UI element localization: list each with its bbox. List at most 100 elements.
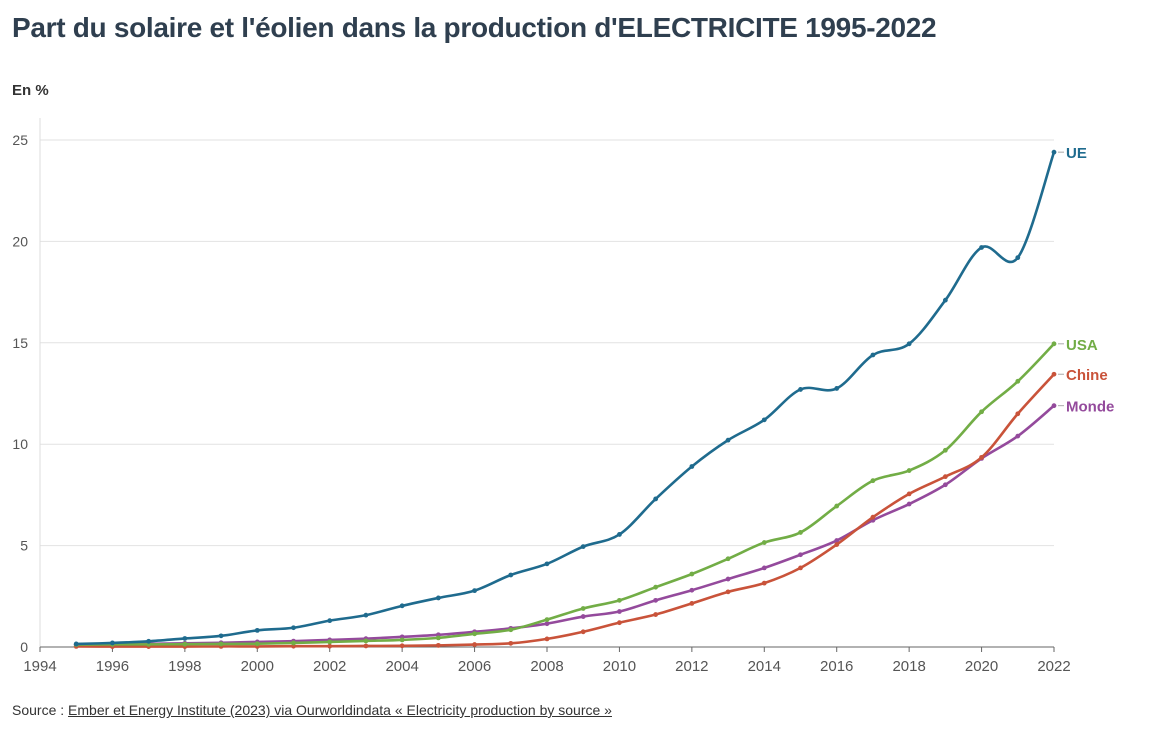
- series-label-ue: UE: [1066, 145, 1087, 162]
- x-tick-label: 2002: [313, 658, 346, 675]
- data-point-chine: [870, 514, 876, 520]
- data-point-ue: [508, 572, 514, 578]
- data-point-usa: [617, 597, 622, 603]
- series-labels: UE USA Chine Monde: [1058, 145, 1114, 416]
- data-point-chine: [653, 612, 659, 617]
- data-point-usa: [906, 468, 912, 473]
- x-tick-label: 2000: [241, 658, 274, 675]
- data-point-chine: [725, 589, 731, 595]
- data-point-ue: [399, 603, 405, 609]
- y-tick-label: 25: [12, 132, 28, 148]
- data-point-ue: [472, 588, 477, 594]
- data-point-usa: [363, 638, 369, 644]
- data-point-monde: [798, 552, 803, 558]
- data-point-chine: [1015, 411, 1021, 417]
- data-point-ue: [110, 640, 115, 646]
- x-tick-label: 2018: [892, 658, 925, 675]
- data-point-monde: [617, 609, 622, 614]
- data-point-usa: [508, 627, 514, 633]
- data-point-usa: [544, 617, 550, 623]
- data-point-usa: [653, 584, 659, 590]
- series-label-usa: USA: [1066, 337, 1098, 354]
- data-point-chine: [508, 640, 514, 646]
- data-point-chine: [327, 643, 333, 649]
- data-point-ue: [327, 618, 333, 624]
- y-tick-label: 10: [12, 436, 28, 452]
- data-point-monde: [761, 565, 767, 571]
- data-point-ue: [363, 612, 369, 618]
- data-point-ue: [725, 437, 731, 443]
- data-point-usa: [689, 571, 695, 577]
- data-point-ue: [870, 352, 876, 358]
- data-point-usa: [580, 606, 586, 611]
- data-point-ue: [580, 544, 586, 550]
- series-line-chine: [74, 372, 1056, 648]
- series-line-ue: [74, 150, 1056, 646]
- data-point-chine: [472, 642, 477, 647]
- data-point-ue: [761, 417, 767, 423]
- data-point-ue: [798, 387, 803, 392]
- data-point-usa: [291, 640, 296, 646]
- data-point-chine: [435, 642, 441, 648]
- data-point-monde: [942, 482, 948, 488]
- data-point-monde: [544, 621, 550, 627]
- data-point-chine: [798, 565, 803, 571]
- series-line-monde: [74, 404, 1056, 646]
- x-tick-label: 2004: [385, 658, 418, 675]
- data-point-usa: [182, 641, 188, 647]
- data-point-usa: [761, 540, 767, 545]
- data-point-usa: [472, 631, 477, 637]
- y-tick-label: 20: [12, 233, 28, 249]
- data-point-usa: [399, 637, 405, 643]
- data-point-ue: [906, 341, 912, 347]
- data-point-ue: [544, 561, 550, 567]
- data-point-chine: [761, 580, 767, 586]
- data-point-ue: [1015, 255, 1021, 261]
- data-point-usa: [1015, 378, 1021, 384]
- data-point-usa: [435, 635, 441, 641]
- grid-lines: [39, 118, 1054, 647]
- x-tick-label: 1994: [23, 658, 56, 675]
- data-point-chine: [544, 636, 550, 642]
- line-chart: 0 5 10 15 20 25 1994 1996 1998 2000 2002 2004 2006 2…: [12, 118, 1114, 675]
- data-point-chine: [1051, 371, 1057, 377]
- data-point-ue: [653, 496, 659, 502]
- y-tick-label: 5: [20, 538, 28, 554]
- data-point-ue: [254, 627, 260, 633]
- x-tick-label: 2014: [748, 658, 781, 675]
- data-point-ue: [834, 386, 840, 391]
- data-point-ue: [689, 464, 695, 469]
- series-label-monde: Monde: [1066, 399, 1114, 416]
- data-point-usa: [327, 639, 333, 645]
- chart-title: Part du solaire et l'éolien dans la prod…: [12, 12, 937, 43]
- data-point-usa: [834, 503, 840, 509]
- data-point-usa: [218, 641, 224, 647]
- data-point-monde: [906, 501, 912, 507]
- source-note: Source : Ember et Energy Institute (2023…: [12, 702, 612, 718]
- data-point-ue: [979, 245, 984, 250]
- x-tick-label: 2022: [1037, 658, 1070, 675]
- data-point-monde: [834, 538, 840, 543]
- y-tick-label: 0: [20, 639, 28, 655]
- data-point-monde: [653, 597, 659, 603]
- data-point-monde: [580, 614, 586, 619]
- data-point-ue: [218, 633, 224, 639]
- data-point-ue: [182, 636, 188, 641]
- data-point-ue: [942, 297, 948, 303]
- data-point-ue: [291, 625, 296, 631]
- x-tick-label: 2008: [530, 658, 563, 675]
- series-lines: [73, 149, 1057, 649]
- data-point-ue: [435, 595, 441, 601]
- source-prefix: Source :: [12, 702, 65, 718]
- data-point-chine: [689, 600, 695, 606]
- x-tick-label: 2010: [603, 658, 636, 675]
- series-label-chine: Chine: [1066, 367, 1108, 384]
- data-point-chine: [979, 454, 984, 460]
- data-point-monde: [725, 576, 731, 582]
- data-point-ue: [73, 641, 79, 647]
- data-point-usa: [254, 641, 260, 647]
- data-point-ue: [617, 532, 622, 537]
- data-point-chine: [617, 620, 622, 626]
- source-link[interactable]: Ember et Energy Institute (2023) via Our…: [68, 702, 612, 718]
- y-axis-ticks: 0 5 10 15 20 25: [12, 132, 28, 655]
